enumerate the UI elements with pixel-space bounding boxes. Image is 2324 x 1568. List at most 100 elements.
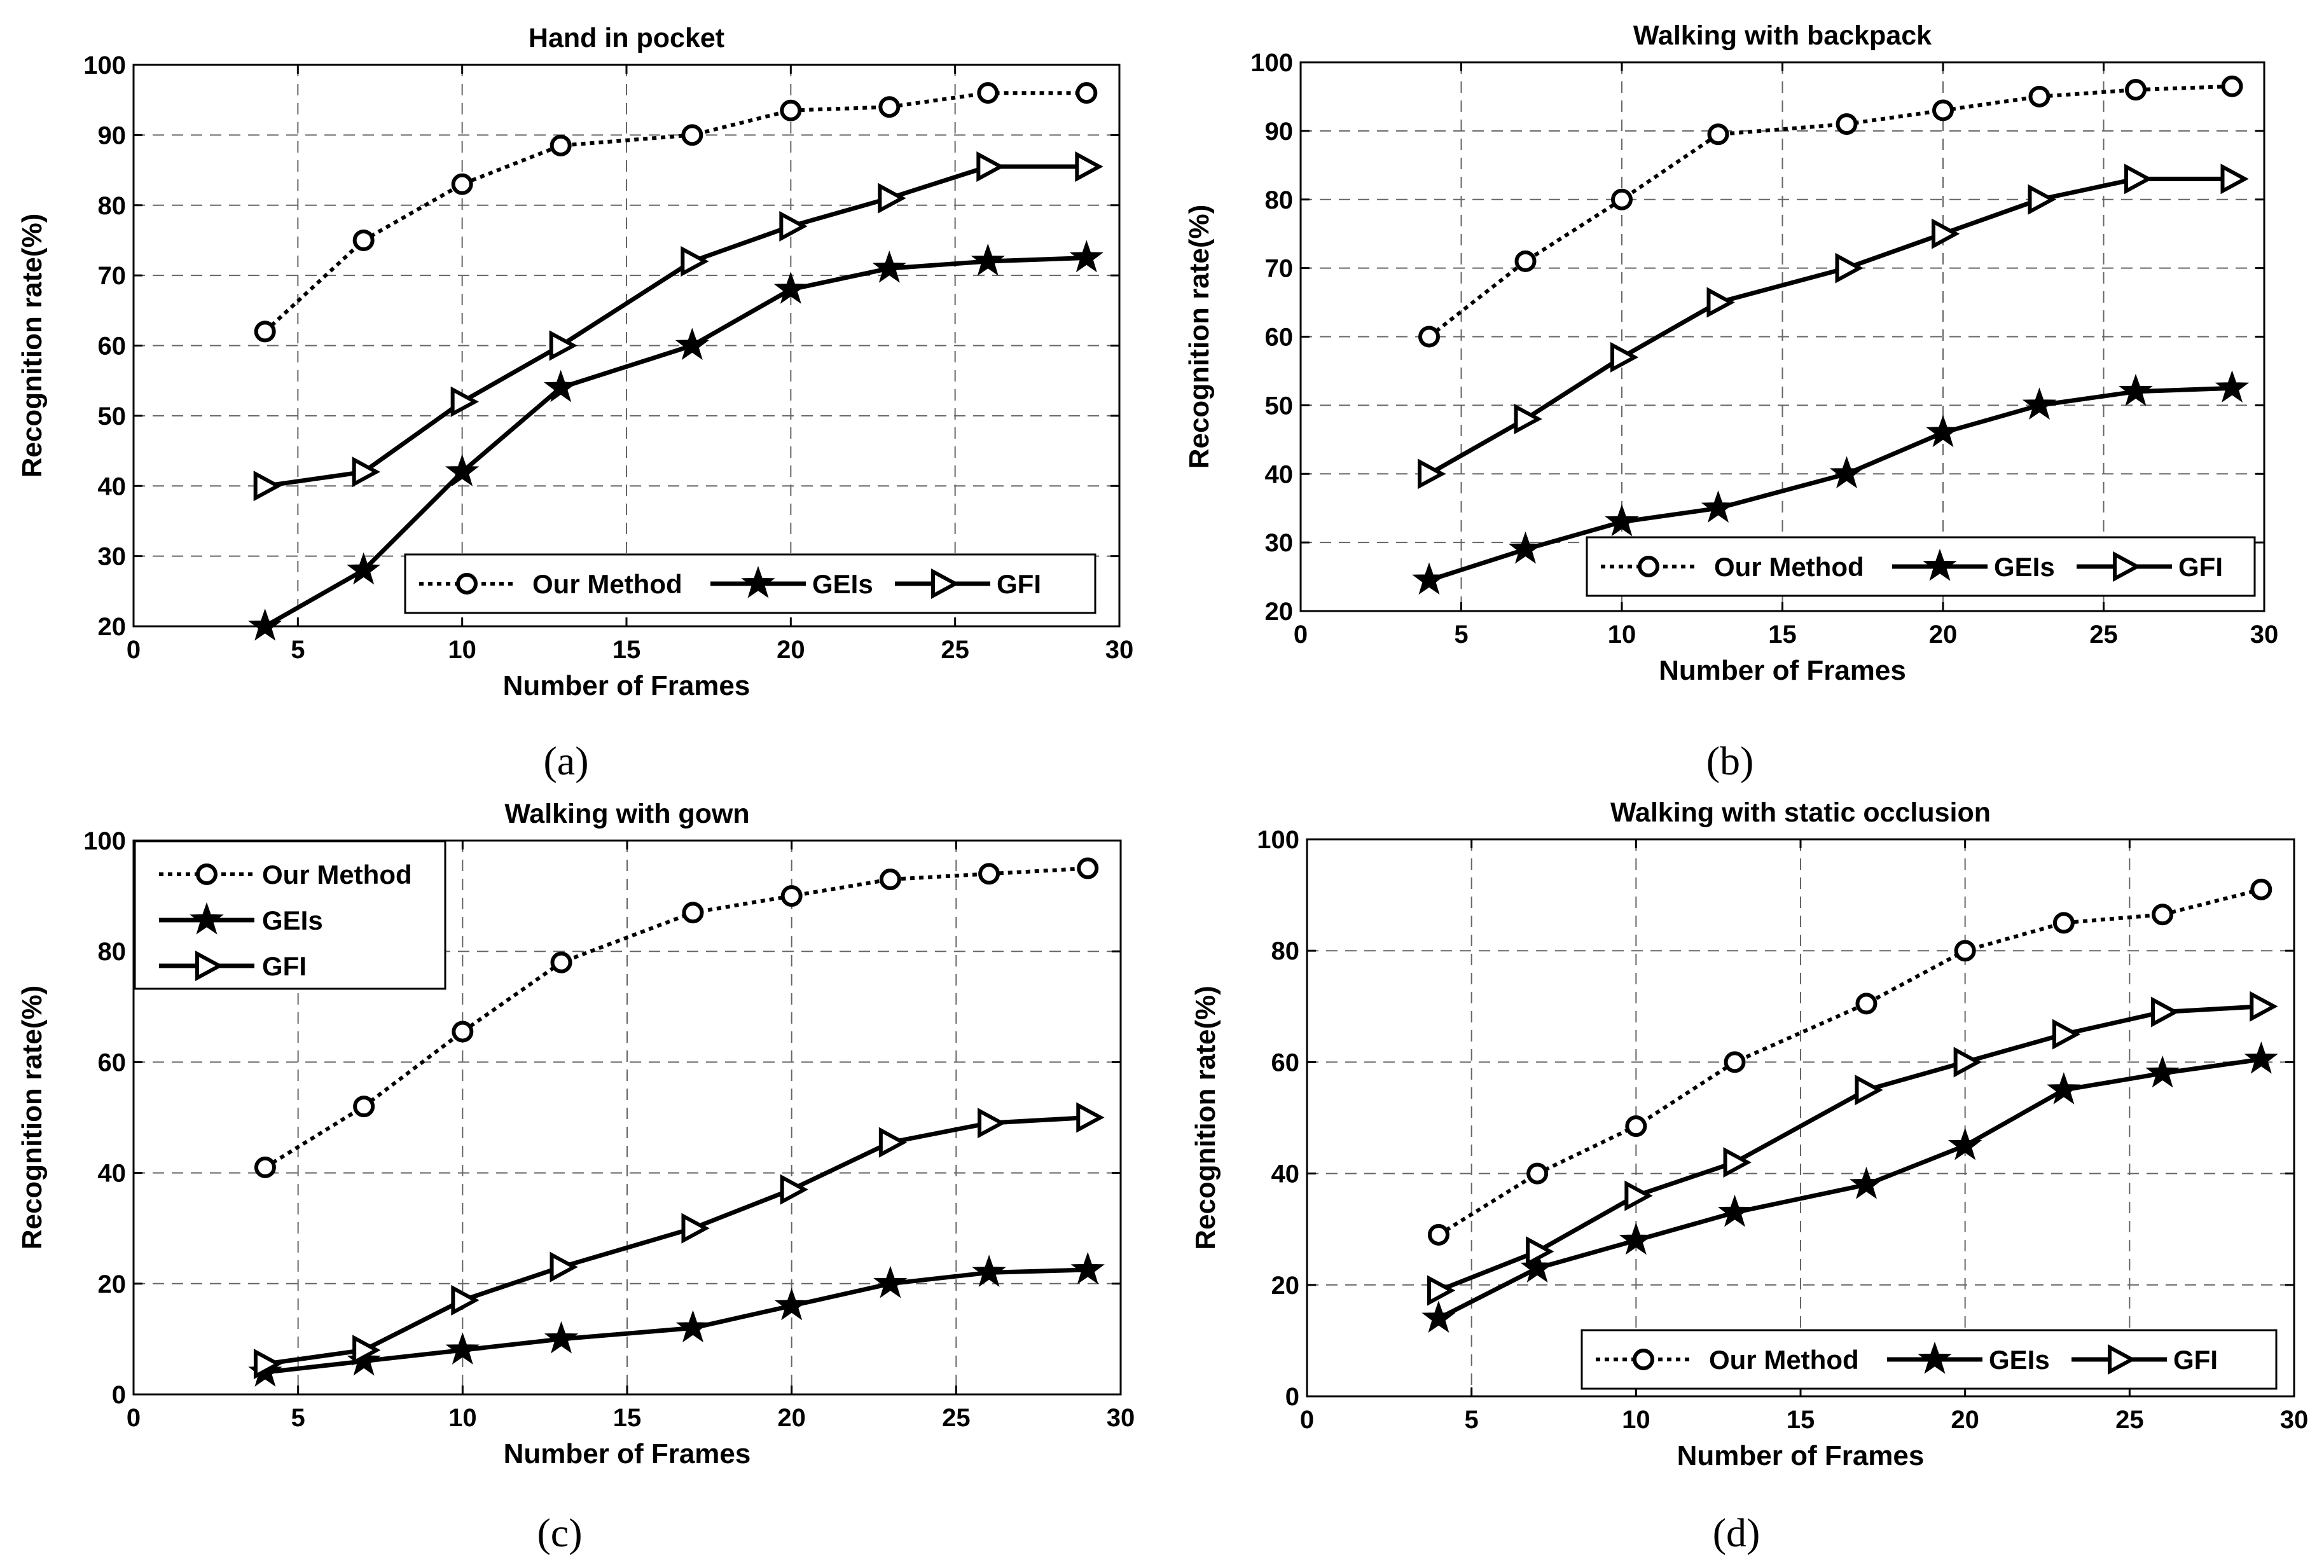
data-point-circle: [1611, 188, 1633, 210]
data-point-circle: [1932, 99, 1954, 121]
data-point-triangle-right: [451, 1284, 480, 1316]
series-our-method: [1427, 878, 2272, 1246]
data-point-star: [1412, 562, 1446, 595]
data-point-circle: [2250, 878, 2272, 900]
data-point-star: [675, 327, 709, 361]
data-point-star: [773, 272, 808, 304]
legend-entry: GEIs: [159, 902, 323, 935]
legend-marker-triangle-right: [2108, 1344, 2136, 1375]
series-line: [263, 91, 1087, 333]
data-point-circle: [452, 1021, 474, 1043]
series-our-method: [254, 82, 1098, 343]
data-point-circle: [977, 82, 999, 104]
legend-marker-circle: [196, 863, 218, 885]
data-point-triangle-right: [2028, 184, 2056, 215]
legend-entry: Our Method: [1596, 1345, 1859, 1375]
x-tick-label: 0: [127, 636, 141, 664]
data-point-triangle-right: [681, 1213, 710, 1244]
legend-label: Our Method: [1714, 552, 1864, 582]
legend-entry: GEIs: [1892, 548, 2055, 582]
data-point-star: [544, 1321, 579, 1354]
y-tick-label: 60: [98, 333, 127, 361]
series-gfi: [1418, 163, 2249, 490]
y-tick-label: 80: [1265, 186, 1294, 214]
legend-entry: GEIs: [1887, 1341, 2050, 1375]
legend: Our Method GEIs GFI: [1580, 1329, 2278, 1390]
data-point-circle: [2028, 85, 2051, 107]
chart-title: Hand in pocket: [529, 23, 724, 53]
y-tick-label: 60: [1271, 1049, 1300, 1076]
legend-marker-star: [1923, 548, 1957, 581]
legend: Our Method GEIs GFI: [1586, 536, 2256, 597]
x-axis-label: Number of Frames: [503, 670, 750, 701]
caption-a: (a): [543, 738, 588, 783]
y-tick-label: 40: [98, 472, 127, 500]
y-tick-label: 40: [1271, 1160, 1300, 1188]
x-axis-label: Number of Frames: [1677, 1440, 1925, 1471]
data-point-triangle-right: [1514, 403, 1542, 434]
data-point-triangle-right: [1706, 287, 1735, 318]
data-point-triangle-right: [2151, 996, 2180, 1028]
legend: Our Method GEIs GFI: [134, 840, 446, 990]
data-point-star: [972, 1255, 1006, 1288]
data-point-star: [1701, 490, 1736, 523]
series-gfi: [253, 1102, 1105, 1380]
data-point-triangle-right: [976, 151, 1005, 182]
legend-marker-circle: [1638, 556, 1659, 577]
data-point-star: [1717, 1194, 1752, 1227]
data-point-triangle-right: [1953, 1047, 1982, 1078]
data-point-triangle-right: [253, 1349, 282, 1380]
data-point-star: [1948, 1127, 1982, 1160]
data-point-star: [1069, 240, 1103, 273]
legend-label: GEIs: [262, 905, 323, 935]
legend-entry: GFI: [2072, 1344, 2218, 1375]
data-point-circle: [353, 1096, 375, 1118]
legend-marker-star: [190, 902, 224, 935]
data-point-triangle-right: [550, 1251, 578, 1283]
data-point-circle: [550, 134, 572, 156]
y-tick-label: 80: [98, 938, 127, 966]
legend-label: Our Method: [1709, 1345, 1859, 1375]
data-point-circle: [2052, 912, 2075, 934]
x-tick-label: 15: [612, 636, 641, 664]
x-tick-label: 25: [941, 636, 969, 664]
legend-marker-triangle-right: [2113, 551, 2141, 582]
data-point-circle: [254, 1156, 276, 1178]
data-point-star: [2047, 1072, 2081, 1104]
legend-label: GEIs: [812, 569, 873, 599]
y-tick-label: 30: [98, 543, 127, 571]
data-point-triangle-right: [1835, 252, 1864, 284]
x-tick-label: 10: [448, 636, 476, 664]
data-point-star: [872, 251, 906, 283]
y-tick-label: 40: [98, 1160, 127, 1188]
panel-c: (c) 0 5 10 15 20 25 30 0 20 40 60 80 100 Walking with…: [17, 799, 1135, 1555]
data-point-star: [2215, 370, 2250, 403]
x-tick-label: 20: [1929, 621, 1958, 649]
legend-marker-star: [1918, 1341, 1952, 1374]
data-point-circle: [780, 885, 803, 907]
x-tick-label: 15: [613, 1404, 642, 1432]
data-point-star: [445, 1332, 480, 1365]
x-tick-label: 10: [448, 1404, 477, 1432]
legend-entry: GFI: [159, 950, 307, 982]
y-tick-label: 60: [98, 1049, 127, 1076]
y-axis-label: Recognition rate(%): [1184, 205, 1215, 469]
series-gfi: [1427, 991, 2278, 1306]
legend-label: Our Method: [532, 569, 682, 599]
caption-d: (d): [1713, 1510, 1760, 1555]
data-point-circle: [1855, 993, 1878, 1015]
x-tick-label: 0: [1294, 621, 1308, 649]
x-tick-label: 15: [1787, 1406, 1815, 1434]
y-tick-label: 30: [1265, 529, 1294, 557]
x-tick-label: 25: [2115, 1406, 2144, 1434]
panel-a: (a) 0 5 10 15 20 25 30 20 30 40 50 60 70 80 90 100 Hand …: [17, 23, 1133, 783]
data-point-star: [1849, 1167, 1884, 1199]
legend-label: GEIs: [1989, 1345, 2050, 1375]
legend-marker-triangle-right: [931, 568, 960, 600]
legend-marker-circle: [456, 573, 478, 595]
data-point-triangle-right: [1075, 151, 1103, 182]
x-tick-label: 20: [777, 636, 805, 664]
data-point-circle: [1076, 82, 1098, 104]
series-line: [1437, 887, 2262, 1237]
data-point-star: [971, 243, 1006, 276]
